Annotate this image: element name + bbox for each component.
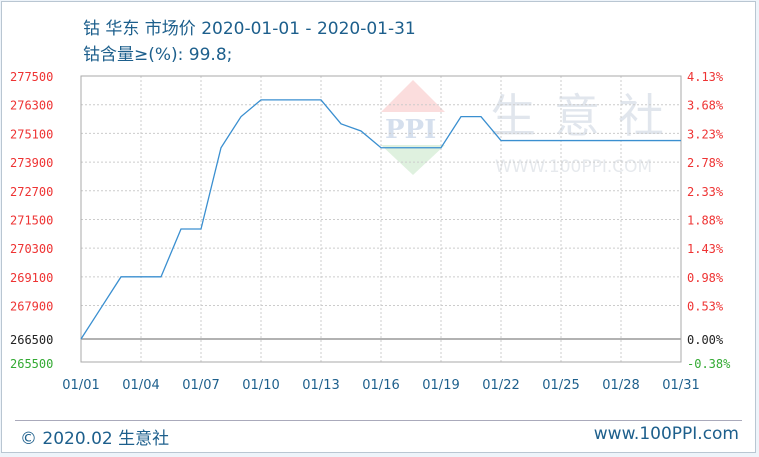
chart-title: 钴 华东 市场价 2020-01-01 - 2020-01-31 <box>83 19 416 39</box>
y-tick-label-right: 4.13% <box>687 70 724 84</box>
y-tick-label-right: 1.88% <box>687 213 724 227</box>
x-tick-label: 01/10 <box>242 378 279 393</box>
y-tick-label-right: 2.78% <box>687 156 724 170</box>
y-tick-label-right: 1.43% <box>687 242 724 256</box>
copyright: © 2020.02 生意社 <box>20 429 170 449</box>
y-tick-label: 273900 <box>10 156 53 170</box>
y-tick-label-right: -0.38% <box>687 357 731 371</box>
y-tick-label: 271500 <box>10 213 53 227</box>
y-tick-label-right: 0.53% <box>687 300 724 314</box>
y-tick-label-right: 0.00% <box>687 333 724 347</box>
x-tick-label: 01/01 <box>62 378 99 393</box>
y-tick-label: 276300 <box>10 99 53 113</box>
y-tick-label-right: 0.98% <box>687 271 724 285</box>
y-tick-label: 266500 <box>10 333 53 347</box>
footer-divider <box>15 420 742 421</box>
x-tick-label: 01/31 <box>662 378 699 393</box>
x-tick-label: 01/22 <box>482 378 519 393</box>
watermark-url: WWW.100PPI.COM <box>495 157 652 177</box>
y-tick-label: 267900 <box>10 300 53 314</box>
logo-bottom-triangle <box>381 145 445 175</box>
x-tick-label: 01/25 <box>542 378 579 393</box>
y-tick-label: 265500 <box>10 357 53 371</box>
x-tick-label: 01/04 <box>122 378 159 393</box>
y-tick-label-right: 3.68% <box>687 99 724 113</box>
x-tick-label: 01/16 <box>362 378 399 393</box>
y-tick-label: 272700 <box>10 185 53 199</box>
chart-subtitle: 钴含量≥(%): 99.8; <box>83 45 233 65</box>
plot-area <box>80 75 682 363</box>
y-tick-label-right: 3.23% <box>687 127 724 141</box>
y-tick-label: 270300 <box>10 242 53 256</box>
logo-top-triangle <box>381 80 445 112</box>
x-tick-label: 01/13 <box>302 378 339 393</box>
watermark-logo: PPI <box>385 115 436 145</box>
y-tick-label-right: 2.33% <box>687 185 724 199</box>
y-tick-label: 269100 <box>10 271 53 285</box>
y-tick-label: 277500 <box>10 70 53 84</box>
site-link[interactable]: www.100PPI.com <box>593 424 739 444</box>
y-tick-label: 275100 <box>10 127 53 141</box>
x-tick-label: 01/28 <box>602 378 639 393</box>
price-line <box>80 99 681 340</box>
x-tick-label: 01/07 <box>182 378 219 393</box>
x-tick-label: 01/19 <box>422 378 459 393</box>
watermark-brand: 生意社 <box>490 89 682 143</box>
watermark: PPI 生意社 WWW.100PPI.COM <box>381 80 682 177</box>
